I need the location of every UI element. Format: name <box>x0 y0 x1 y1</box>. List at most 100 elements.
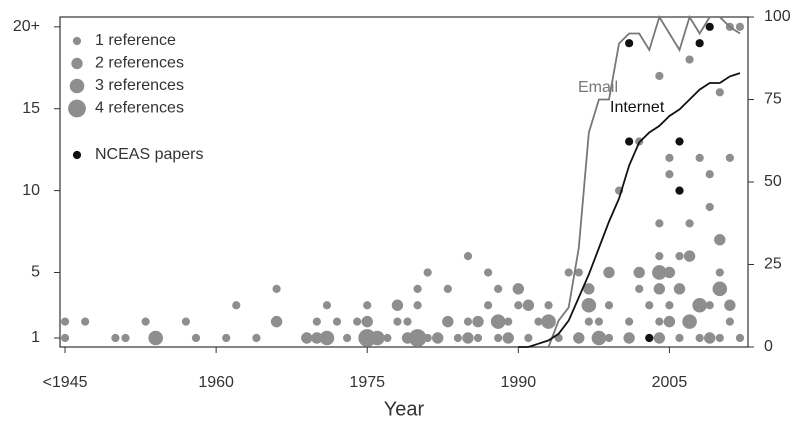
data-point <box>692 297 707 313</box>
data-point <box>683 250 696 262</box>
data-point <box>675 333 684 343</box>
data-point <box>655 219 664 228</box>
y2-tick-label: 25 <box>764 256 782 273</box>
data-point <box>191 333 201 343</box>
data-point <box>663 266 676 279</box>
data-point <box>252 333 261 343</box>
y-tick-label: 10 <box>22 182 40 199</box>
data-point <box>472 315 484 328</box>
data-point <box>604 301 614 310</box>
data-point <box>383 333 392 343</box>
y2-tick-label: 100 <box>764 8 791 25</box>
data-point <box>645 301 654 310</box>
data-point <box>604 333 614 343</box>
data-point <box>725 153 734 162</box>
y-tick-label: 5 <box>31 264 40 281</box>
data-point <box>432 332 444 344</box>
data-point <box>591 330 607 346</box>
x-tick-label: 1960 <box>198 374 234 391</box>
x-axis-label: Year <box>384 398 425 420</box>
legend-marker <box>72 36 82 46</box>
data-point <box>653 332 666 344</box>
data-point <box>695 39 704 48</box>
data-point <box>715 88 724 97</box>
legend-label: 1 reference <box>95 32 176 49</box>
data-point <box>675 186 684 195</box>
data-point <box>311 332 323 344</box>
data-point <box>675 252 684 261</box>
legend-marker <box>68 99 86 118</box>
data-point <box>358 329 377 347</box>
data-point <box>625 317 634 326</box>
data-point <box>484 301 493 310</box>
data-point <box>735 22 745 31</box>
legend-label: 2 references <box>95 55 184 72</box>
data-point <box>312 317 321 326</box>
data-point <box>524 333 533 343</box>
data-point <box>665 153 674 162</box>
data-point <box>544 301 553 310</box>
data-point <box>541 314 556 329</box>
data-point <box>512 283 525 295</box>
data-point <box>270 315 283 328</box>
data-point <box>494 333 503 343</box>
data-point <box>81 317 90 326</box>
line-series <box>518 72 741 348</box>
line-label: Internet <box>610 99 665 116</box>
data-point <box>623 332 635 344</box>
x-tick-label: 1975 <box>349 374 385 391</box>
data-point <box>353 317 362 326</box>
data-point <box>673 283 686 295</box>
y-tick-label: 15 <box>22 100 40 117</box>
y2-tick-label: 75 <box>764 91 782 108</box>
data-point <box>463 317 473 326</box>
data-point <box>735 333 745 343</box>
data-point <box>534 317 543 326</box>
data-point <box>222 333 231 343</box>
data-point <box>665 170 674 179</box>
data-point <box>181 317 191 326</box>
data-point <box>462 332 474 344</box>
data-point <box>704 332 716 344</box>
legend-label: 4 references <box>95 100 184 117</box>
legend-marker <box>69 78 85 94</box>
data-point <box>583 283 595 295</box>
data-point <box>141 317 150 326</box>
data-point <box>715 333 724 343</box>
line-series <box>547 14 741 348</box>
data-point <box>725 317 734 326</box>
data-point <box>393 317 402 326</box>
data-point <box>655 71 664 81</box>
legend-marker <box>71 57 83 70</box>
data-point <box>715 268 724 277</box>
data-point <box>361 315 373 328</box>
data-point <box>625 39 634 48</box>
data-point <box>705 202 714 212</box>
data-point <box>645 333 654 343</box>
data-point <box>322 301 332 310</box>
data-point <box>685 55 694 64</box>
data-point <box>272 284 281 293</box>
data-point <box>603 266 615 279</box>
data-point <box>564 268 573 277</box>
data-point <box>408 329 427 347</box>
data-point <box>625 137 634 146</box>
data-point <box>473 333 483 343</box>
data-point <box>652 265 667 280</box>
data-point <box>301 332 313 344</box>
y-tick-label: 20+ <box>13 18 40 35</box>
data-point <box>502 332 514 344</box>
data-point <box>705 22 714 31</box>
data-point <box>60 333 70 343</box>
data-point <box>695 153 704 162</box>
data-point <box>403 317 412 326</box>
data-point <box>514 301 523 310</box>
data-point <box>232 301 241 310</box>
data-point <box>581 297 597 313</box>
data-point <box>584 317 593 326</box>
data-point <box>453 333 462 343</box>
data-point <box>522 299 535 311</box>
data-point <box>484 268 493 277</box>
data-point <box>705 170 714 179</box>
